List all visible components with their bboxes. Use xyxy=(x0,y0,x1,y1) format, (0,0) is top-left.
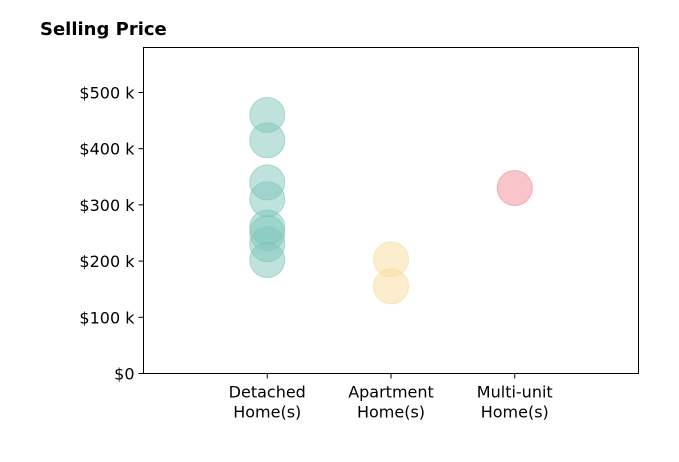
data-point xyxy=(373,268,409,305)
chart-title: Selling Price xyxy=(40,19,167,40)
y-tick-label: $100 k xyxy=(79,308,135,327)
x-tick-label: Multi-unit Home(s) xyxy=(477,383,553,422)
data-points xyxy=(249,96,533,305)
y-tick-label: $0 xyxy=(114,365,134,384)
data-point xyxy=(249,241,286,278)
y-axis: $0 $100 k $200 k $300 k $400 k $500 k xyxy=(79,83,144,384)
y-tick-label: $200 k xyxy=(79,252,135,271)
x-tick-label: Apartment Home(s) xyxy=(348,383,434,422)
x-tick-label: Detached Home(s) xyxy=(229,383,306,422)
data-point xyxy=(249,122,286,159)
y-tick-label: $400 k xyxy=(79,140,135,159)
x-axis: Detached Home(s) Apartment Home(s) Multi-uni… xyxy=(229,373,553,422)
plot-frame xyxy=(143,47,639,374)
y-tick-label: $300 k xyxy=(79,196,135,215)
y-tick-label: $500 k xyxy=(79,83,135,102)
data-point xyxy=(496,170,533,207)
